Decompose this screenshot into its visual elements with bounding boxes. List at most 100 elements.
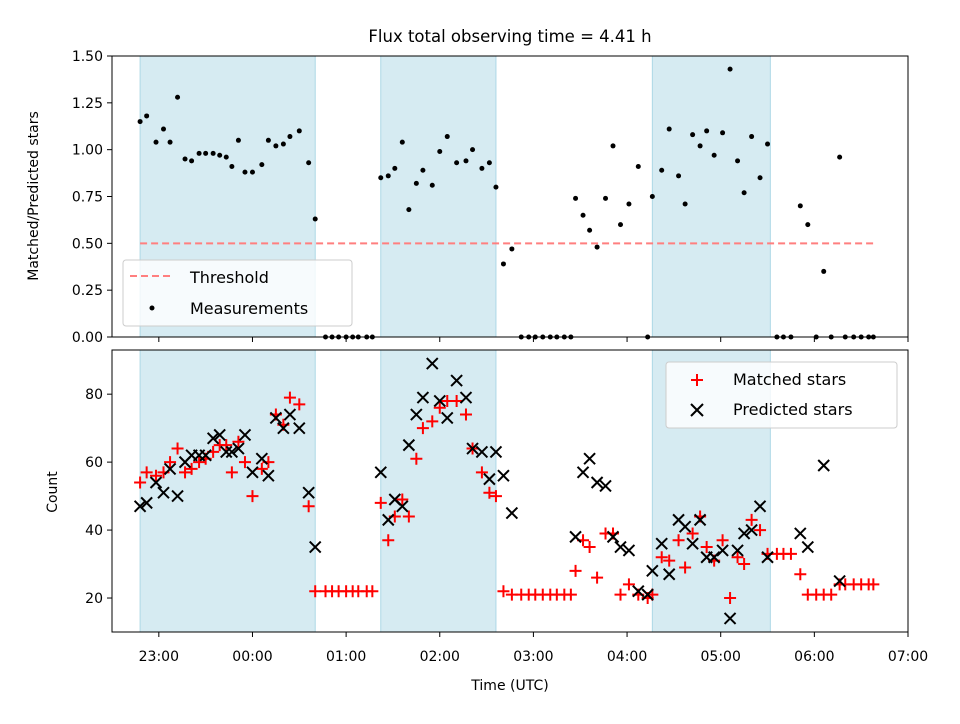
- predicted-star-point: [133, 500, 147, 513]
- matched-star-point: [569, 564, 582, 577]
- measurement-point: [429, 182, 435, 188]
- matched-star-point: [402, 510, 415, 523]
- measurement-point: [161, 126, 167, 132]
- measurement-point: [259, 162, 265, 168]
- matched-star-point: [745, 513, 758, 526]
- matched-star-point: [374, 496, 387, 509]
- measurement-point: [741, 190, 747, 196]
- matched-star-point: [716, 534, 729, 547]
- predicted-star-point: [678, 520, 692, 533]
- predicted-star-point: [225, 445, 239, 459]
- measurement-point: [580, 212, 586, 218]
- matched-star-point: [171, 442, 184, 455]
- predicted-star-point: [374, 466, 387, 479]
- measurement-point: [573, 195, 579, 201]
- measurement-point: [618, 222, 624, 228]
- measurement-point: [493, 184, 499, 190]
- measurement-point: [413, 180, 419, 186]
- x-tick-label: 04:00: [607, 649, 647, 665]
- measurement-point: [144, 113, 150, 119]
- matched-star-point: [140, 466, 153, 479]
- top-panel: 0.00 0.25 0.50 0.75 1.00 1.25 1.50 Flux total …: [26, 27, 909, 346]
- measurement-point: [189, 158, 195, 164]
- legend-measurements-label: Measurements: [190, 299, 308, 318]
- measurement-point: [437, 149, 443, 155]
- measurement-point: [265, 137, 271, 143]
- predicted-star-point: [686, 537, 699, 550]
- measurement-point: [249, 169, 255, 175]
- matched-star-point: [724, 592, 737, 605]
- predicted-star-point: [745, 523, 758, 537]
- predicted-star-point: [731, 544, 744, 557]
- matched-star-point: [238, 456, 251, 469]
- measurement-point: [470, 147, 476, 153]
- predicted-star-point: [614, 540, 627, 554]
- predicted-star-point: [441, 411, 454, 425]
- predicted-star-point: [459, 391, 473, 404]
- predicted-star-point: [833, 574, 846, 588]
- measurement-point: [242, 169, 248, 175]
- matched-star-point: [583, 541, 596, 554]
- predicted-star-point: [293, 421, 306, 435]
- predicted-star-point: [489, 445, 503, 459]
- predicted-star-point: [140, 496, 153, 510]
- matched-star-point: [679, 561, 692, 574]
- x-tick-label: 05:00: [701, 649, 741, 665]
- measurement-point: [837, 154, 843, 160]
- matched-star-point: [293, 398, 306, 411]
- measurement-point: [649, 194, 655, 199]
- measurement-point: [479, 165, 485, 171]
- measurement-point: [659, 167, 665, 173]
- bottom-x-ticks: 23:00 00:00 01:00 02:00 03:00 04:00 05:00 06:00…: [139, 632, 928, 665]
- top-y-tick-label: 1.50: [72, 49, 103, 65]
- predicted-star-point: [302, 486, 315, 499]
- predicted-star-point: [817, 459, 830, 472]
- predicted-star-point: [693, 513, 707, 527]
- measurement-point: [399, 139, 405, 145]
- matched-star-point: [179, 466, 192, 479]
- measurement-point: [757, 175, 763, 181]
- measurement-point: [704, 128, 710, 134]
- measurement-point: [682, 201, 688, 207]
- legend-predicted-swatch: [690, 403, 704, 417]
- predicted-star-point: [163, 462, 177, 476]
- x-tick-label: 23:00: [139, 649, 179, 665]
- top-y-tick-label: 0.25: [72, 283, 103, 299]
- predicted-star-point: [220, 445, 233, 459]
- matched-star-point: [382, 534, 395, 547]
- predicted-star-point: [761, 551, 774, 564]
- predicted-star-point: [716, 544, 729, 557]
- measurement-point: [223, 154, 229, 160]
- measurement-point: [500, 261, 506, 267]
- measurement-point: [676, 173, 682, 179]
- matched-star-point: [497, 585, 510, 598]
- top-x-ticks: [158, 337, 909, 342]
- measurement-point: [587, 227, 593, 233]
- measurement-point: [444, 134, 450, 140]
- predicted-star-point: [157, 486, 170, 499]
- matched-star-point: [164, 456, 177, 469]
- measurement-point: [312, 216, 318, 222]
- matched-star-point: [483, 486, 496, 499]
- predicted-star-point: [416, 391, 430, 404]
- measurement-point: [203, 150, 209, 156]
- bottom-y-tick-label: 60: [85, 455, 103, 471]
- x-tick-label: 06:00: [794, 649, 834, 665]
- measurement-point: [306, 160, 312, 166]
- predicted-star-point: [483, 472, 496, 486]
- predicted-star-point: [450, 374, 463, 387]
- predicted-star-point: [723, 612, 737, 625]
- measurement-point: [727, 66, 733, 72]
- matched-star-point: [150, 469, 163, 482]
- x-tick-label: 07:00: [888, 649, 928, 665]
- top-y-tick-label: 1.25: [72, 96, 103, 112]
- matched-star-point: [489, 490, 502, 503]
- predicted-star-point: [255, 452, 269, 465]
- matched-star-point: [396, 493, 409, 506]
- measurement-point: [235, 137, 241, 143]
- bottom-legend-box: [665, 361, 898, 429]
- matched-star-point: [193, 456, 206, 469]
- measurement-point: [137, 119, 143, 125]
- measurement-point: [805, 222, 811, 228]
- predicted-star-point: [149, 476, 163, 489]
